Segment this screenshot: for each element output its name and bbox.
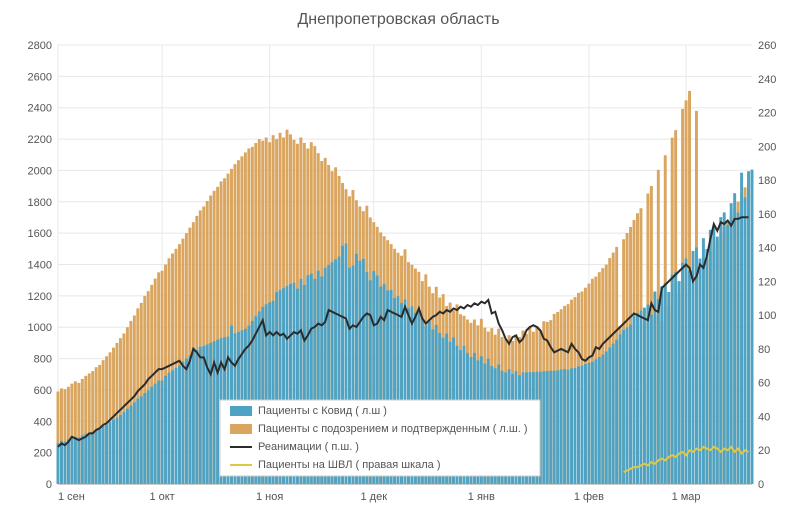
y-left-tick-label: 2400 bbox=[28, 103, 52, 115]
y-left-tick-label: 1000 bbox=[28, 322, 52, 334]
y-right-tick-label: 80 bbox=[758, 344, 770, 356]
chart-title: Днепропетровская область bbox=[297, 11, 499, 28]
x-tick-label: 1 янв bbox=[468, 491, 495, 503]
y-left-tick-label: 1800 bbox=[28, 197, 52, 209]
legend-label: Пациенты с Ковид ( л.ш ) bbox=[258, 405, 387, 417]
y-left-tick-label: 2200 bbox=[28, 134, 52, 146]
y-left-tick-label: 800 bbox=[34, 354, 52, 366]
y-right-tick-label: 240 bbox=[758, 74, 776, 86]
y-right-tick-label: 60 bbox=[758, 378, 770, 390]
y-left-tick-label: 2600 bbox=[28, 71, 52, 83]
x-tick-label: 1 сен bbox=[58, 491, 85, 503]
x-tick-label: 1 дек bbox=[361, 491, 388, 503]
chart-svg: 0200400600800100012001400160018002000220… bbox=[0, 0, 797, 526]
y-left-tick-label: 600 bbox=[34, 385, 52, 397]
y-right-tick-label: 20 bbox=[758, 445, 770, 457]
y-right-tick-label: 140 bbox=[758, 243, 776, 255]
y-left-tick-label: 1200 bbox=[28, 291, 52, 303]
y-left-tick-label: 200 bbox=[34, 448, 52, 460]
y-right-tick-label: 100 bbox=[758, 310, 776, 322]
y-right-tick-label: 0 bbox=[758, 479, 764, 491]
chart-container: 0200400600800100012001400160018002000220… bbox=[0, 0, 797, 526]
y-right-tick-label: 40 bbox=[758, 411, 770, 423]
legend-label: Пациенты с подозрением и подтвержденным … bbox=[258, 423, 528, 435]
y-left-tick-label: 2800 bbox=[28, 40, 52, 52]
y-left-tick-label: 0 bbox=[46, 479, 52, 491]
legend-label: Пациенты на ШВЛ ( правая шкала ) bbox=[258, 459, 441, 471]
x-tick-label: 1 ноя bbox=[256, 491, 283, 503]
y-right-tick-label: 120 bbox=[758, 276, 776, 288]
y-left-tick-label: 1400 bbox=[28, 260, 52, 272]
y-right-tick-label: 260 bbox=[758, 40, 776, 52]
y-left-tick-label: 1600 bbox=[28, 228, 52, 240]
y-right-tick-label: 220 bbox=[758, 108, 776, 120]
legend-label: Реанимации ( п.ш. ) bbox=[258, 441, 359, 453]
y-right-tick-label: 180 bbox=[758, 175, 776, 187]
x-tick-label: 1 окт bbox=[149, 491, 174, 503]
y-right-tick-label: 200 bbox=[758, 141, 776, 153]
y-left-tick-label: 400 bbox=[34, 416, 52, 428]
y-left-tick-label: 2000 bbox=[28, 165, 52, 177]
legend: Пациенты с Ковид ( л.ш ) Пациенты с подоз… bbox=[220, 400, 540, 476]
x-tick-label: 1 фев bbox=[574, 491, 604, 503]
y-right-tick-label: 160 bbox=[758, 209, 776, 221]
x-tick-label: 1 мар bbox=[672, 491, 701, 503]
